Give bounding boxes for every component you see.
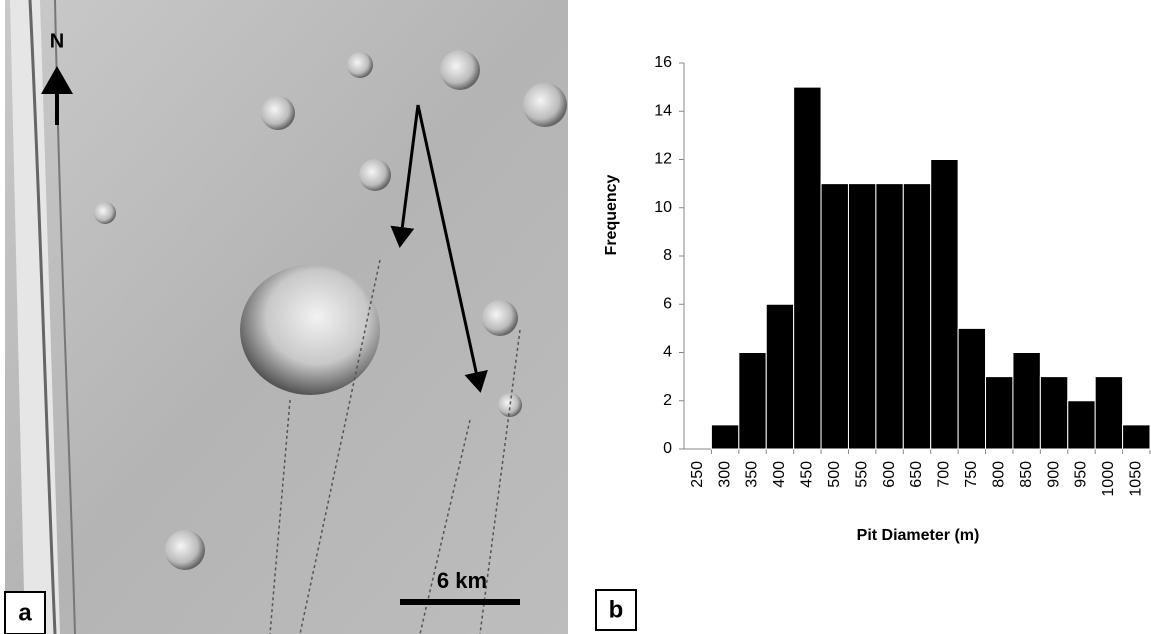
y-tick-label: 16: [654, 54, 672, 71]
x-tick-label: 850: [1018, 461, 1035, 488]
x-tick-label: 600: [881, 461, 898, 488]
x-tick-label: 900: [1045, 461, 1062, 488]
x-tick-label: 950: [1073, 461, 1090, 488]
y-tick-label: 6: [663, 295, 672, 312]
x-tick-label: 450: [799, 461, 816, 488]
x-axis-title: Pit Diameter (m): [857, 527, 980, 544]
x-tick-label: 800: [990, 461, 1007, 488]
y-axis-title: Frequency: [603, 174, 620, 255]
y-tick-label: 4: [663, 344, 672, 361]
x-tick-label: 350: [744, 461, 761, 488]
bar: [958, 328, 985, 449]
north-label: N: [50, 30, 64, 52]
bar: [903, 184, 930, 449]
figure: N 6 km a b Frequency Pit Diameter (m) 02…: [0, 0, 1151, 634]
bar: [739, 353, 766, 450]
bar: [766, 304, 793, 449]
bar: [876, 184, 903, 449]
bar: [1095, 377, 1122, 449]
x-tick-label: 400: [771, 461, 788, 488]
terrain-image: N 6 km a: [5, 0, 568, 634]
y-tick-label: 10: [654, 199, 672, 216]
bar: [1040, 377, 1067, 449]
y-tick-label: 2: [663, 392, 672, 409]
bar: [821, 184, 848, 449]
x-tick-label: 1050: [1128, 461, 1145, 497]
x-tick-label: 750: [963, 461, 980, 488]
x-tick-label: 300: [716, 461, 733, 488]
bar: [794, 87, 821, 449]
panel-label: b: [609, 596, 624, 623]
y-tick-label: 12: [654, 151, 672, 168]
y-tick-label: 14: [654, 102, 672, 119]
bar: [1068, 401, 1095, 449]
x-tick-label: 250: [689, 461, 706, 488]
x-tick-label: 1000: [1100, 461, 1117, 497]
scale-label: 6 km: [437, 568, 487, 593]
x-tick-label: 650: [908, 461, 925, 488]
bar: [1013, 353, 1040, 450]
x-tick-label: 700: [936, 461, 953, 488]
x-tick-label: 500: [826, 461, 843, 488]
page: N 6 km a b Frequency Pit Diameter (m) 02…: [0, 0, 1151, 634]
bar: [931, 160, 958, 450]
panel-label: a: [18, 599, 32, 626]
bar: [1123, 425, 1150, 449]
bar: [986, 377, 1013, 449]
bar: [711, 425, 738, 449]
y-tick-label: 0: [663, 440, 672, 457]
bar: [848, 184, 875, 449]
x-tick-label: 550: [853, 461, 870, 488]
y-tick-label: 8: [663, 247, 672, 264]
